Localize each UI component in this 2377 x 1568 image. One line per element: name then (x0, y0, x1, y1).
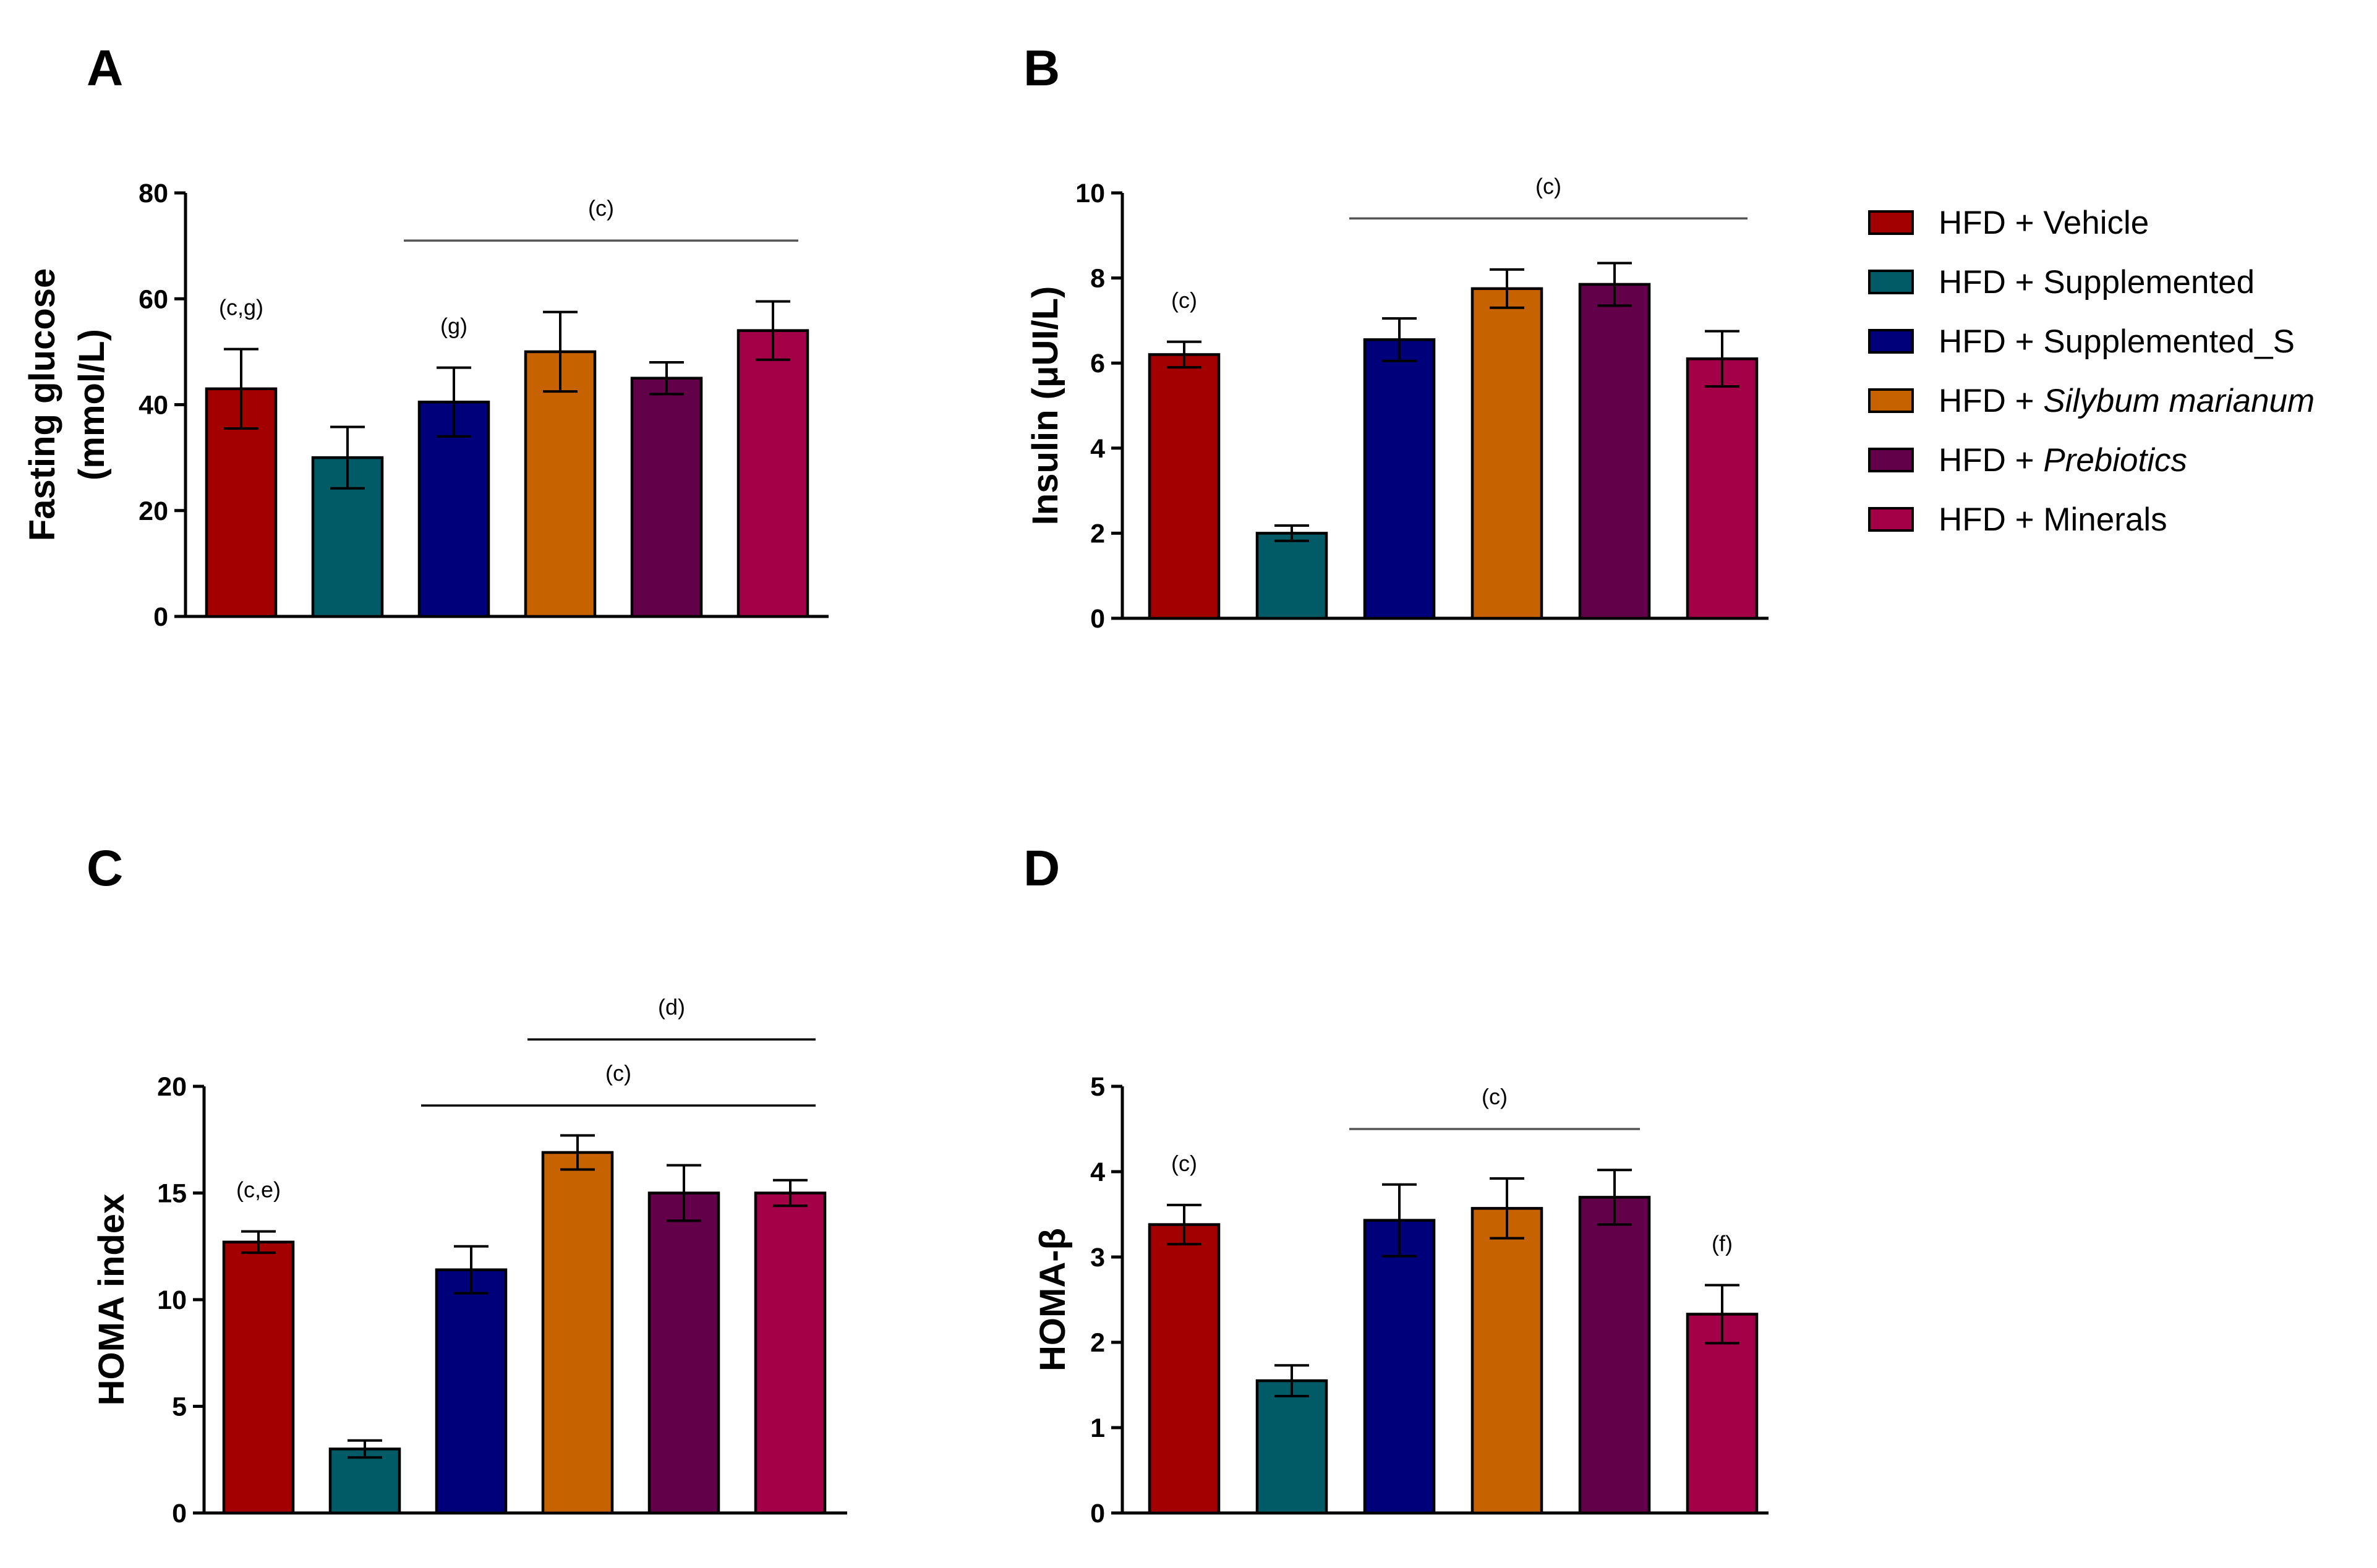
legend-entry: HFD + Prebiotics (1939, 442, 2187, 479)
y-axis-label: (mmol/L) (72, 329, 112, 480)
bar (222, 1240, 295, 1515)
bar (1148, 1223, 1221, 1515)
bar (1686, 357, 1759, 620)
panel-letter-d: D (1023, 840, 1060, 897)
y-tick-label: 5 (172, 1392, 187, 1422)
significance-annotation: (c) (1171, 288, 1197, 313)
bar (1470, 1207, 1543, 1515)
bar (1148, 353, 1221, 620)
y-tick-label: 1 (1090, 1413, 1105, 1443)
legend: HFD + Vehicle HFD + Supplemented HFD + Sup… (1868, 205, 2315, 538)
y-tick-label: 10 (1075, 179, 1105, 208)
y-tick-label: 5 (1090, 1072, 1105, 1102)
y-tick-label: 2 (1090, 1328, 1105, 1358)
bar (1578, 283, 1651, 620)
y-tick-label: 8 (1090, 264, 1105, 294)
panel-c-homa-index-chart: 0 5 10 15 20 HOMA index (c,e) (c) (d) (92, 994, 847, 1528)
y-tick-label: 0 (1090, 604, 1105, 634)
bar (1363, 1219, 1436, 1515)
significance-annotation: (c) (1171, 1151, 1197, 1176)
legend-entry: HFD + Vehicle (1939, 205, 2149, 241)
y-tick-label: 6 (1090, 349, 1105, 378)
y-axis-label: Insulin (μUI/L) (1025, 286, 1065, 526)
significance-line-label: (d) (658, 994, 685, 1020)
bar (1363, 338, 1436, 620)
bar (524, 350, 597, 618)
bar (1578, 1196, 1651, 1515)
bar (1255, 1379, 1328, 1515)
significance-annotation: (c,g) (219, 295, 263, 320)
significance-annotation: (g) (440, 313, 467, 339)
y-tick-label: 3 (1090, 1243, 1105, 1272)
bar (1255, 532, 1328, 620)
significance-line-label: (c) (1535, 173, 1561, 198)
significance-line-label: (c) (588, 195, 614, 221)
y-tick-label: 0 (1090, 1499, 1105, 1528)
legend-entry-text: HFD + Vehicle (1939, 205, 2149, 241)
y-axis-label: HOMA-β (1033, 1228, 1073, 1371)
bar (541, 1151, 614, 1515)
panel-a-fasting-glucose-chart: 0 20 40 60 80 Fasting glucose (mmol/L) (c,g) (g)… (22, 179, 829, 632)
y-tick-label: 2 (1090, 519, 1105, 548)
panel-b-insulin-chart: 0 2 4 6 8 10 Insulin (μUI/L) (c) (c) (1025, 173, 1769, 634)
legend-entry: HFD + Minerals (1939, 501, 2167, 538)
y-tick-label: 20 (157, 1072, 187, 1102)
significance-line-label: (c) (1482, 1084, 1508, 1109)
legend-entry: HFD + Silybum marianum (1939, 383, 2315, 419)
panel-d-homa-beta-chart: 0 1 2 3 4 5 HOMA-β (c) (f) (c) (1033, 1072, 1769, 1528)
legend-entry-text: HFD + Minerals (1939, 501, 2167, 538)
bar (1470, 287, 1543, 620)
y-tick-label: 4 (1090, 1157, 1105, 1187)
bar (647, 1191, 720, 1515)
bar (754, 1191, 827, 1515)
legend-swatch (1868, 270, 1914, 294)
legend-entry-text: HFD + Supplemented_S (1939, 323, 2295, 360)
bar (417, 400, 490, 618)
y-tick-label: 0 (172, 1499, 187, 1528)
legend-entry-text: Silybum marianum (2043, 383, 2315, 419)
y-tick-label: 15 (157, 1179, 187, 1209)
legend-swatch (1868, 448, 1914, 472)
significance-annotation: (f) (1712, 1231, 1733, 1256)
legend-entry-text: HFD + Supplemented (1939, 264, 2255, 300)
legend-swatch (1868, 507, 1914, 532)
y-axis-label: Fasting glucose (22, 268, 62, 542)
panel-letter-c: C (87, 840, 123, 897)
significance-line-label: (c) (605, 1060, 631, 1086)
y-tick-label: 0 (153, 602, 168, 632)
bar (1686, 1313, 1759, 1515)
y-tick-label: 60 (139, 284, 168, 314)
legend-entry-text: Prebiotics (2043, 442, 2187, 479)
legend-entry: HFD + Supplemented (1939, 264, 2255, 300)
bar (630, 377, 703, 618)
legend-entry-text: HFD + (1939, 383, 2043, 419)
bar (435, 1268, 508, 1515)
y-axis-label: HOMA index (92, 1194, 132, 1406)
y-tick-label: 4 (1090, 434, 1105, 464)
panel-letter-b: B (1023, 40, 1060, 96)
legend-entry-text: HFD + (1939, 442, 2043, 479)
y-tick-label: 10 (157, 1285, 187, 1315)
legend-swatch (1868, 388, 1914, 413)
panel-letter-a: A (87, 40, 123, 96)
y-tick-label: 40 (139, 391, 168, 420)
y-tick-label: 20 (139, 496, 168, 526)
y-tick-label: 80 (139, 179, 168, 208)
legend-swatch (1868, 329, 1914, 354)
significance-annotation: (c,e) (236, 1177, 281, 1203)
legend-swatch (1868, 210, 1914, 235)
legend-entry: HFD + Supplemented_S (1939, 323, 2295, 360)
bar (736, 329, 809, 618)
